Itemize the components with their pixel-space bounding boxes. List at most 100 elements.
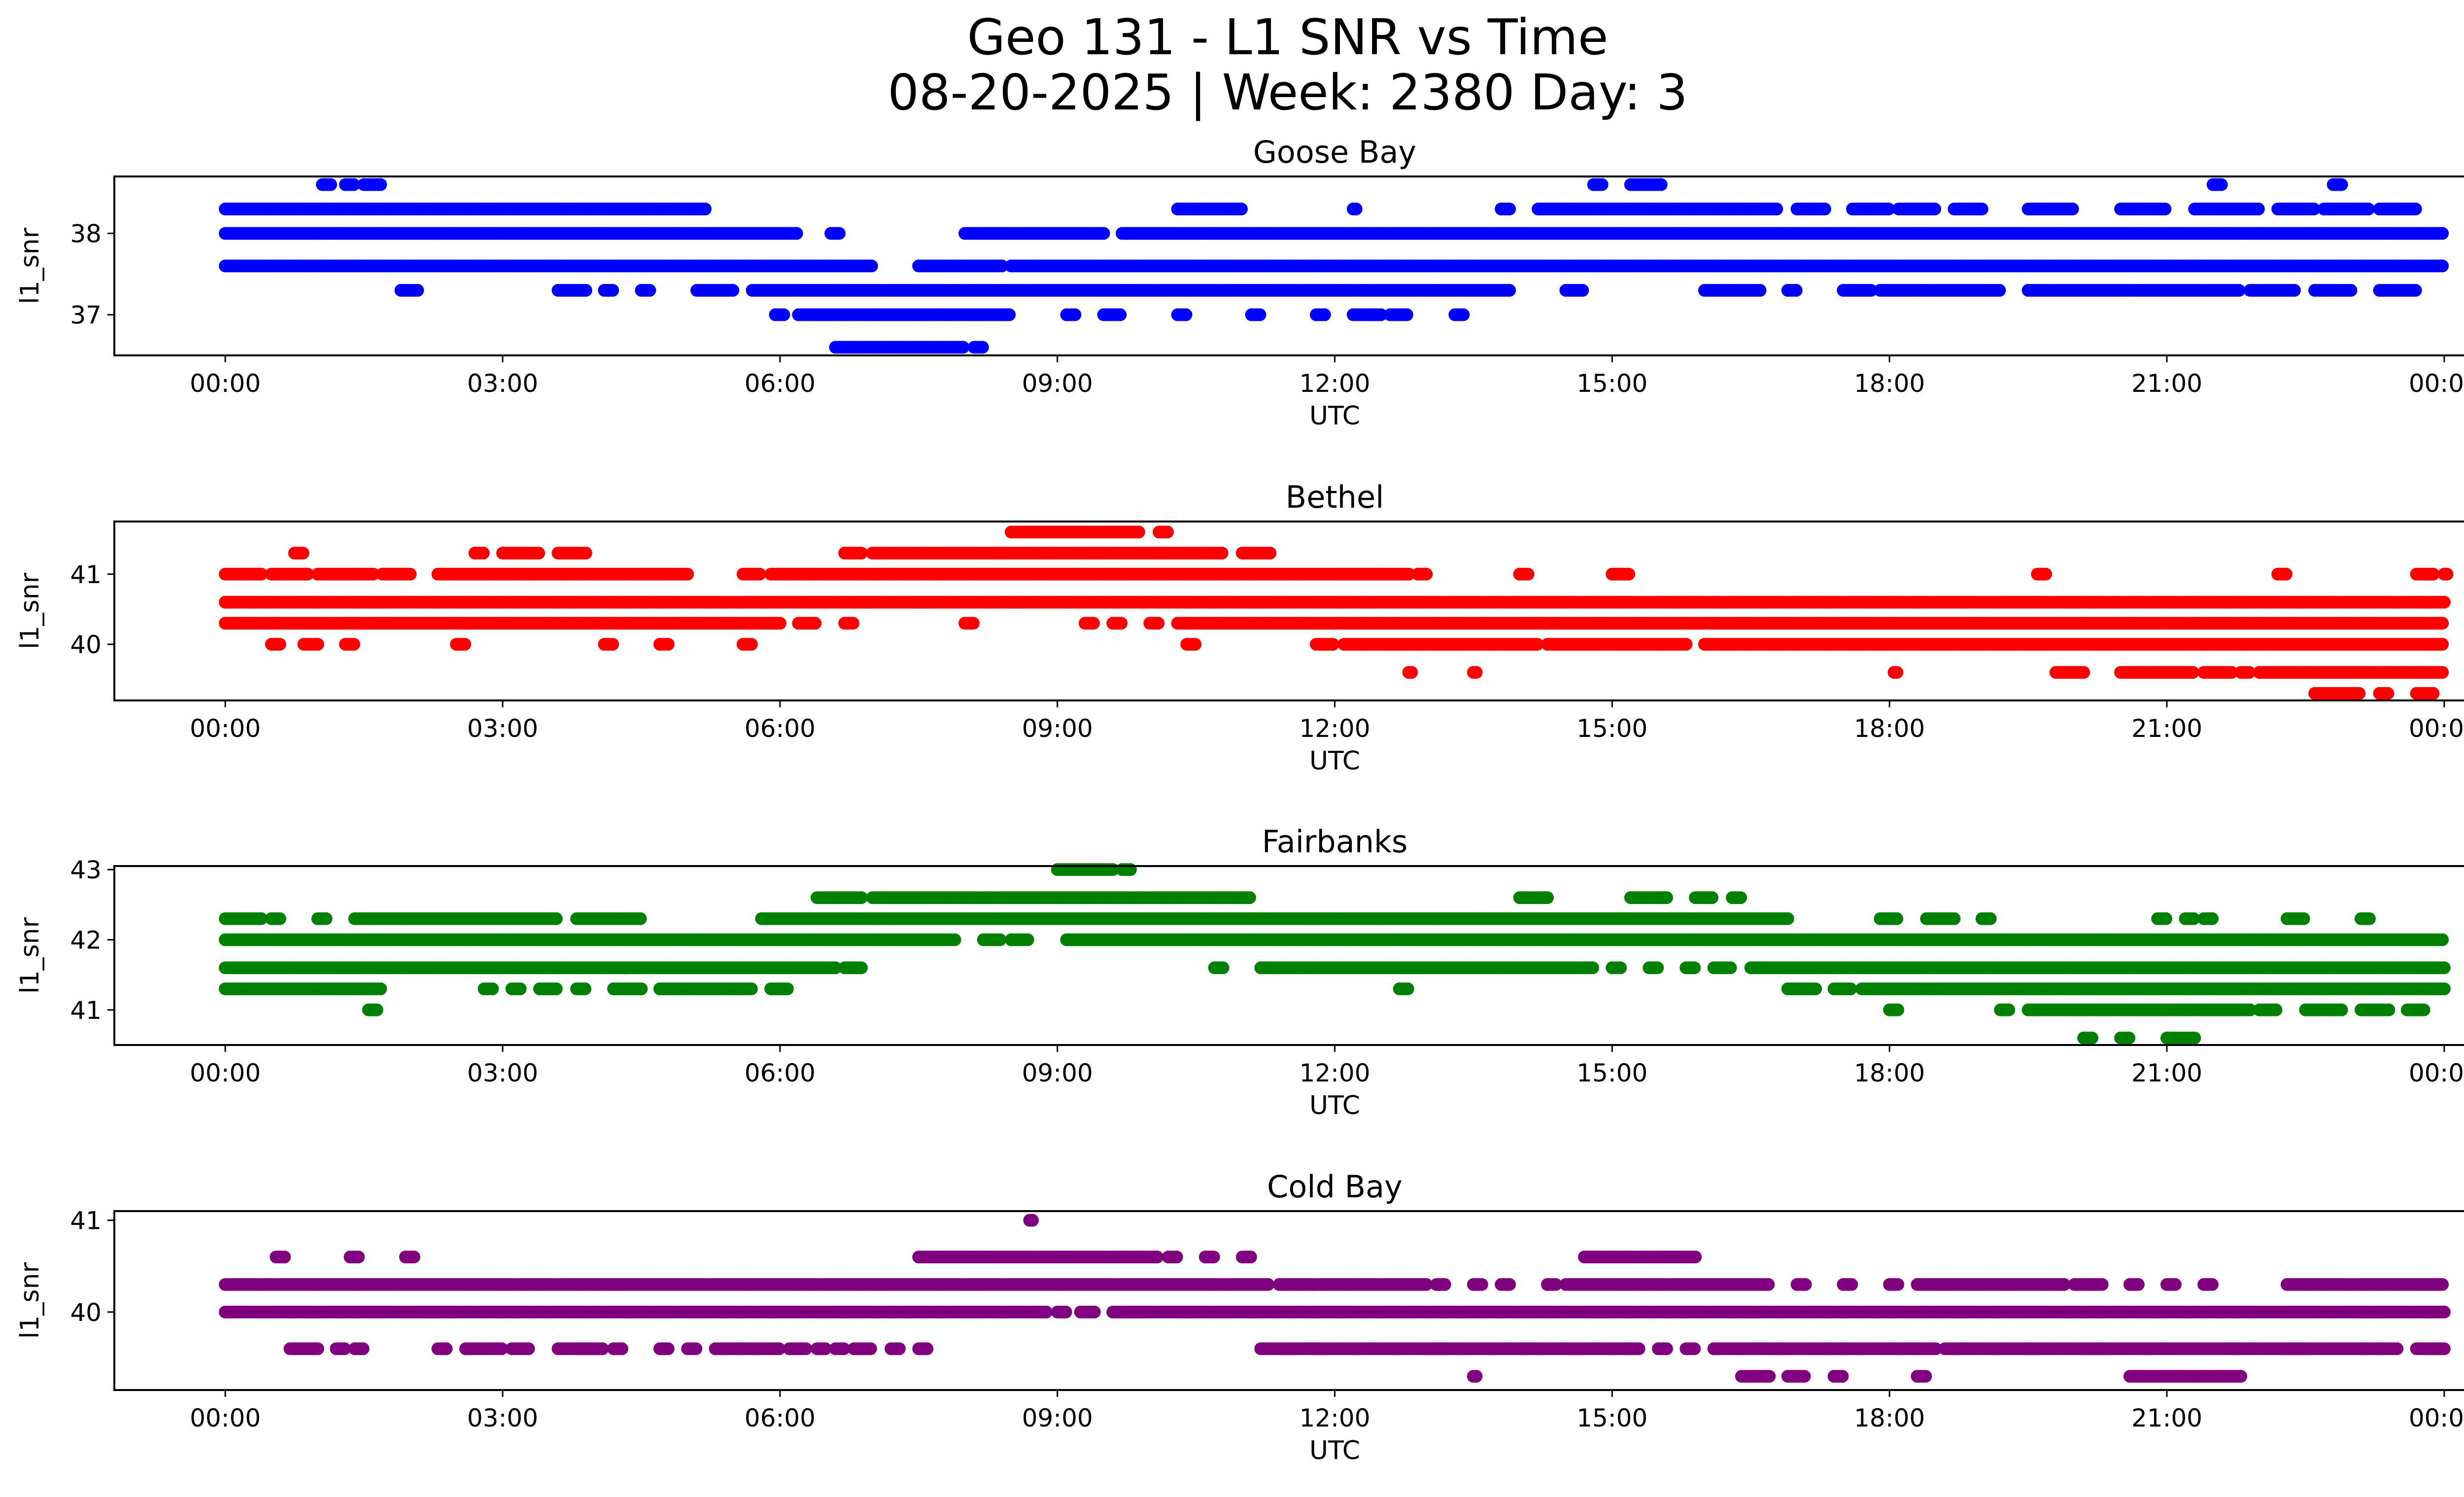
data-point	[1596, 178, 1608, 191]
subplot-title: Goose Bay	[1253, 134, 1416, 170]
data-point	[774, 617, 787, 629]
data-point	[1503, 203, 1516, 215]
x-tick-label: 12:00	[1299, 369, 1370, 398]
data-point	[1216, 547, 1229, 559]
data-point	[2438, 596, 2451, 609]
data-point	[2039, 568, 2052, 581]
data-point	[477, 547, 490, 559]
data-point	[976, 341, 989, 354]
data-point	[1993, 284, 2006, 297]
data-point	[1068, 309, 1081, 321]
data-point	[2232, 284, 2245, 297]
data-point	[957, 341, 969, 354]
data-point	[855, 547, 868, 559]
x-tick-label: 18:00	[1854, 369, 1925, 398]
data-point	[1976, 203, 1988, 215]
data-point	[1818, 203, 1831, 215]
data-point	[404, 568, 416, 581]
data-point	[1152, 617, 1164, 629]
data-point	[1576, 284, 1589, 297]
figure-title: Geo 131 - L1 SNR vs Time 08-20-2025 | We…	[0, 10, 2464, 120]
data-point	[1179, 309, 1192, 321]
data-point	[606, 638, 619, 651]
x-tick-label: 00:00	[2409, 369, 2464, 398]
data-point	[2362, 203, 2375, 215]
data-point	[2066, 203, 2079, 215]
data-point	[1318, 309, 1331, 321]
data-point	[606, 284, 619, 297]
data-point	[1161, 525, 1174, 538]
data-point	[1928, 203, 1941, 215]
data-point	[847, 617, 859, 629]
data-point	[1264, 547, 1276, 559]
subplot-title: Bethel	[1286, 479, 1384, 515]
data-point	[1655, 178, 1668, 191]
data-point	[2280, 568, 2293, 581]
data-point	[2409, 203, 2422, 215]
data-point	[1114, 309, 1127, 321]
data-point	[580, 284, 592, 297]
data-point	[1327, 638, 1339, 651]
data-point	[745, 638, 758, 651]
data-point	[1401, 309, 1413, 321]
figure-title-line1: Geo 131 - L1 SNR vs Time	[0, 10, 2464, 65]
data-point	[1087, 617, 1100, 629]
data-point	[777, 309, 790, 321]
data-point	[967, 617, 980, 629]
data-point	[1115, 617, 1128, 629]
figure-title-line2: 08-20-2025 | Week: 2380 Day: 3	[0, 65, 2464, 120]
data-point	[2427, 568, 2439, 581]
data-point	[1003, 309, 1016, 321]
data-point	[1189, 638, 1201, 651]
data-point	[1350, 203, 1363, 215]
data-point	[2409, 284, 2422, 297]
x-axis-label: UTC	[1309, 401, 1360, 431]
data-point	[1790, 284, 1803, 297]
data-point	[2441, 568, 2454, 581]
y-tick-label: 38	[70, 220, 102, 248]
data-point	[2158, 203, 2171, 215]
data-point	[374, 178, 387, 191]
x-tick-label: 09:00	[1022, 369, 1093, 398]
data-point	[2436, 260, 2449, 273]
data-point	[2436, 617, 2449, 629]
data-point	[347, 638, 360, 651]
data-point	[1097, 227, 1110, 240]
data-point	[311, 638, 324, 651]
x-tick-label: 21:00	[2131, 369, 2202, 398]
y-tick-label: 37	[70, 301, 102, 330]
data-point	[699, 203, 712, 215]
x-tick-label: 15:00	[1576, 369, 1647, 398]
data-point	[662, 638, 675, 651]
data-point	[1457, 309, 1470, 321]
data-point	[790, 227, 803, 240]
data-point	[1754, 284, 1767, 297]
data-point	[643, 284, 656, 297]
data-point	[865, 260, 878, 273]
data-point	[324, 178, 337, 191]
data-point	[2344, 284, 2357, 297]
data-point	[274, 638, 286, 651]
data-point	[809, 617, 821, 629]
data-point	[681, 568, 694, 581]
data-point	[753, 568, 766, 581]
scatter-series	[219, 525, 2453, 699]
x-tick-label: 06:00	[745, 369, 816, 398]
x-tick-label: 03:00	[467, 369, 538, 398]
subplot-goose-bay: Goose Bay 00:00 03:00 06:00 09:00 12:00 15:00 1…	[15, 134, 2464, 431]
x-tick-label: 00:00	[190, 369, 261, 398]
data-point	[2215, 178, 2228, 191]
data-point	[1254, 309, 1266, 321]
data-point	[532, 547, 545, 559]
data-point	[726, 284, 739, 297]
data-point	[2335, 178, 2348, 191]
scatter-series	[219, 178, 2449, 354]
data-point	[1420, 568, 1433, 581]
data-point	[2436, 227, 2449, 240]
data-point	[297, 547, 309, 559]
data-point	[411, 284, 424, 297]
data-point	[2288, 284, 2301, 297]
y-axis-label: l1_snr	[15, 227, 45, 304]
